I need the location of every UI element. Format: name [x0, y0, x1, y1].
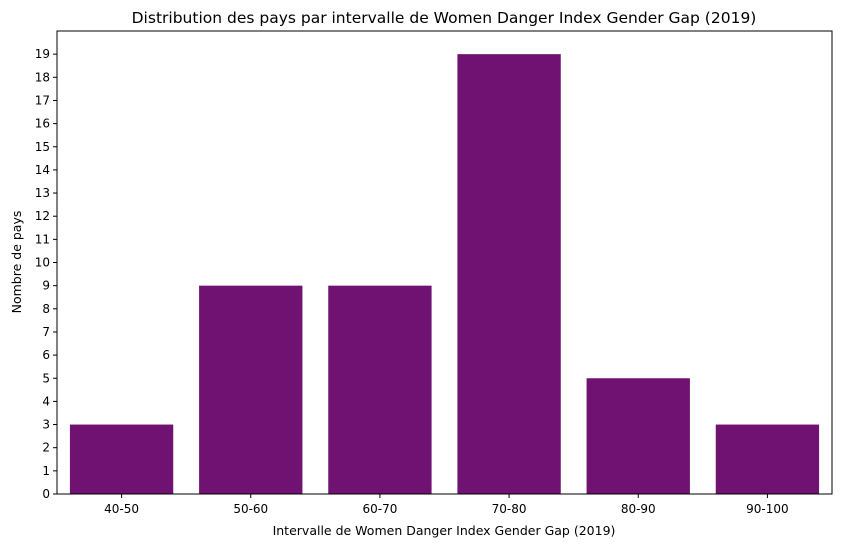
- plot-frame: [56, 30, 833, 495]
- x-tick-label: 70-80: [492, 502, 527, 516]
- y-axis-label: Nombre de pays: [9, 211, 24, 314]
- y-tick-label: 11: [35, 232, 50, 246]
- bars-group: [69, 54, 820, 495]
- y-tick-label: 8: [42, 302, 50, 316]
- y-tick-label: 17: [35, 93, 50, 107]
- y-tick-label: 18: [35, 70, 50, 84]
- y-tick-label: 10: [35, 256, 50, 270]
- x-tick-label: 40-50: [104, 502, 139, 516]
- y-tick-label: 15: [35, 140, 50, 154]
- y-tick-label: 13: [35, 186, 50, 200]
- y-tick-label: 6: [42, 348, 50, 362]
- y-tick-label: 0: [42, 487, 50, 501]
- y-tick-label: 4: [42, 394, 50, 408]
- bar-80-90: [586, 378, 690, 494]
- y-tick-label: 3: [42, 418, 50, 432]
- y-tick-label: 14: [35, 163, 50, 177]
- x-tick-label: 80-90: [621, 502, 656, 516]
- chart-title: Distribution des pays par intervalle de …: [132, 9, 757, 27]
- y-tick-label: 5: [42, 371, 50, 385]
- y-tick-label: 16: [35, 117, 50, 131]
- x-axis: 40-50 50-60 60-70 70-80 80-90 90-100: [104, 494, 789, 516]
- y-tick-label: 19: [35, 47, 50, 61]
- y-tick-label: 2: [42, 441, 50, 455]
- y-tick-label: 1: [42, 464, 50, 478]
- bar-90-100: [715, 424, 820, 494]
- x-axis-label: Intervalle de Women Danger Index Gender …: [273, 523, 616, 538]
- x-tick-label: 50-60: [233, 502, 268, 516]
- y-tick-label: 9: [42, 279, 50, 293]
- x-tick-label: 60-70: [362, 502, 397, 516]
- x-tick-label: 90-100: [746, 502, 789, 516]
- bar-70-80: [457, 54, 561, 495]
- y-tick-label: 12: [35, 209, 50, 223]
- y-tick-label: 7: [42, 325, 50, 339]
- bar-50-60: [199, 285, 303, 494]
- bar-60-70: [328, 285, 432, 494]
- bar-40-50: [69, 424, 174, 494]
